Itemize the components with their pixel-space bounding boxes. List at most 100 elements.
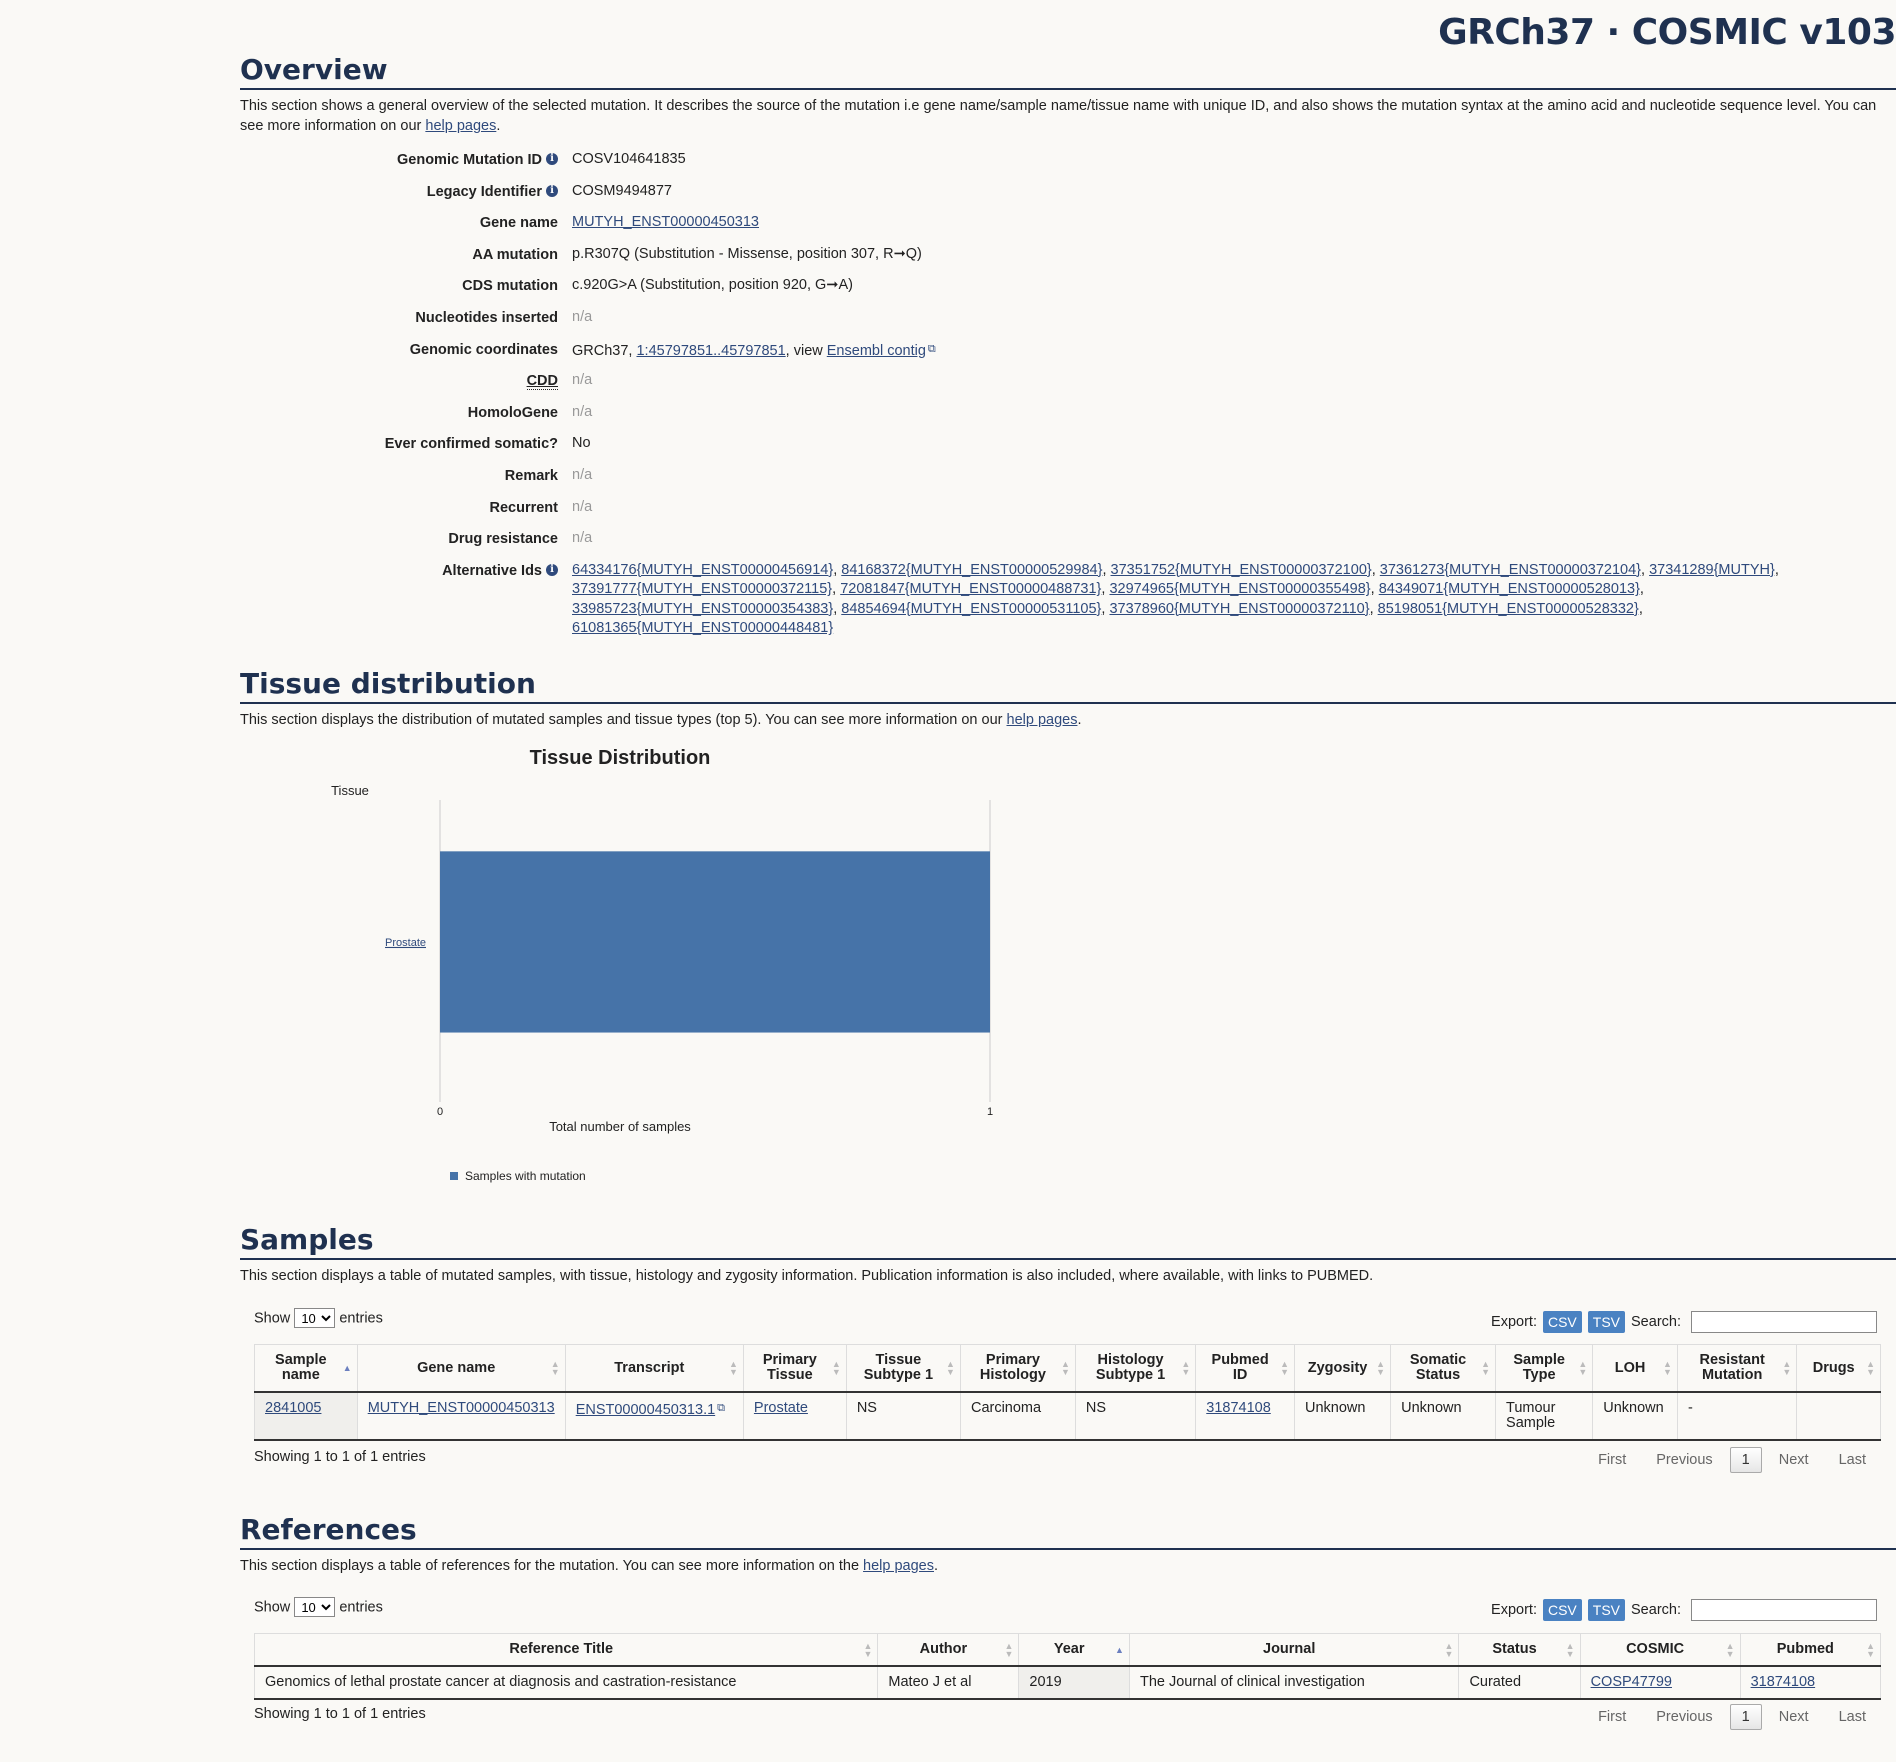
- csv-button[interactable]: CSV: [1542, 1311, 1582, 1333]
- next-page-button[interactable]: Next: [1778, 1709, 1809, 1725]
- alternative-id-link[interactable]: 64334176{MUTYH_ENST00000456914}: [572, 561, 834, 578]
- previous-page-button[interactable]: Previous: [1656, 1452, 1713, 1468]
- info-icon[interactable]: i: [546, 153, 558, 165]
- column-header[interactable]: Tissue Subtype 1 ▲ ▼: [846, 1344, 961, 1393]
- column-header[interactable]: Year ▲: [1018, 1633, 1130, 1667]
- column-header-label: Somatic Status: [1409, 1352, 1467, 1383]
- alternative-id-link[interactable]: 37351752{MUTYH_ENST00000372100}: [1110, 561, 1372, 578]
- alternative-id-link[interactable]: 37391777{MUTYH_ENST00000372115}: [572, 581, 833, 598]
- column-header[interactable]: Reference Title ▲ ▼: [253, 1633, 879, 1667]
- column-header-label: Journal: [1263, 1641, 1316, 1657]
- sort-icon: ▲ ▼: [1376, 1359, 1386, 1377]
- search-input[interactable]: [1691, 1311, 1877, 1333]
- page-size-select[interactable]: 10: [294, 1597, 336, 1617]
- previous-page-button[interactable]: Previous: [1656, 1709, 1713, 1725]
- table-cell: 31874108: [1195, 1392, 1295, 1441]
- column-header-label: Primary Histology: [979, 1352, 1046, 1383]
- cell-link[interactable]: COSP47799: [1590, 1674, 1672, 1690]
- column-header[interactable]: Status ▲ ▼: [1458, 1633, 1581, 1667]
- table-cell: Carcinoma: [960, 1392, 1076, 1441]
- column-header-label: Resistant Mutation: [1699, 1352, 1765, 1383]
- cell-link[interactable]: 31874108: [1750, 1674, 1816, 1690]
- column-header[interactable]: Resistant Mutation ▲ ▼: [1677, 1344, 1798, 1393]
- ensembl-contig-link[interactable]: Ensembl contig: [826, 342, 926, 359]
- info-icon[interactable]: i: [546, 184, 558, 197]
- page-size-select[interactable]: 10: [294, 1308, 336, 1328]
- column-header[interactable]: Author ▲ ▼: [877, 1633, 1020, 1667]
- cell-text: NS: [1085, 1400, 1107, 1416]
- alternative-id-link[interactable]: 32974965{MUTYH_ENST00000355498}: [1109, 581, 1371, 598]
- column-header[interactable]: Sample Type ▲ ▼: [1495, 1344, 1594, 1393]
- alternative-id-link[interactable]: 61081365{MUTYH_ENST00000448481}: [572, 620, 834, 637]
- alternative-id-link[interactable]: 37361273{MUTYH_ENST00000372104}: [1379, 561, 1641, 578]
- tissue-help-link[interactable]: help pages: [1006, 712, 1078, 728]
- value-drug-resistance: n/a: [572, 530, 593, 547]
- bar: [440, 851, 990, 1033]
- cell-link[interactable]: 31874108: [1206, 1400, 1271, 1416]
- label-drug-resistance: Drug resistance: [448, 531, 558, 548]
- label-remark: Remark: [504, 467, 558, 484]
- next-page-button[interactable]: Next: [1778, 1452, 1809, 1468]
- alternative-id-link[interactable]: 37341289{MUTYH}: [1649, 561, 1775, 578]
- category-label[interactable]: Prostate: [385, 937, 426, 949]
- external-link-icon: ⧉: [927, 342, 936, 355]
- search-input[interactable]: [1691, 1599, 1877, 1621]
- sort-ascending-icon: ▲: [1115, 1644, 1124, 1655]
- samples-page-size: Show 10 entries: [254, 1308, 383, 1329]
- info-icon[interactable]: i: [546, 563, 558, 576]
- cell-link[interactable]: ENST00000450313.1: [575, 1402, 716, 1418]
- alternative-id-link[interactable]: 84854694{MUTYH_ENST00000531105}: [841, 600, 1102, 617]
- tsv-button[interactable]: TSV: [1587, 1599, 1626, 1621]
- column-header[interactable]: Pubmed ID ▲ ▼: [1195, 1344, 1295, 1393]
- current-page-button[interactable]: 1: [1729, 1704, 1762, 1730]
- last-page-button[interactable]: Last: [1838, 1709, 1866, 1725]
- alternative-id-link[interactable]: 84168372{MUTYH_ENST00000529984}: [841, 561, 1103, 578]
- column-header[interactable]: Journal ▲ ▼: [1129, 1633, 1460, 1667]
- alternative-id-link[interactable]: 84349071{MUTYH_ENST00000528013}: [1378, 581, 1640, 598]
- gene-name-link[interactable]: MUTYH_ENST00000450313: [572, 214, 759, 231]
- tsv-button[interactable]: TSV: [1587, 1311, 1626, 1333]
- column-header[interactable]: Histology Subtype 1 ▲ ▼: [1075, 1344, 1197, 1393]
- table-row: Genomics of lethal prostate cancer at di…: [253, 1666, 1882, 1700]
- column-header[interactable]: Transcript ▲ ▼: [565, 1344, 744, 1393]
- alternative-id-link[interactable]: 85198051{MUTYH_ENST00000528332}: [1377, 600, 1639, 617]
- alternative-id-link[interactable]: 37378960{MUTYH_ENST00000372110}: [1109, 600, 1370, 617]
- cell-link[interactable]: 2841005: [265, 1400, 322, 1416]
- column-header[interactable]: Somatic Status ▲ ▼: [1390, 1344, 1497, 1393]
- alternative-id-link[interactable]: 72081847{MUTYH_ENST00000488731}: [840, 581, 1102, 598]
- column-header[interactable]: Zygosity ▲ ▼: [1294, 1344, 1392, 1393]
- current-page-button[interactable]: 1: [1729, 1447, 1762, 1473]
- column-header[interactable]: Primary Tissue ▲ ▼: [743, 1344, 847, 1393]
- references-showing: Showing 1 to 1 of 1 entries: [254, 1706, 426, 1722]
- cell-link[interactable]: MUTYH_ENST00000450313: [367, 1400, 555, 1416]
- column-header[interactable]: LOH ▲ ▼: [1592, 1344, 1678, 1393]
- external-link-icon: ⧉: [717, 1402, 726, 1414]
- overview-help-link[interactable]: help pages: [425, 118, 497, 134]
- cell-text: Tumour Sample: [1506, 1400, 1556, 1431]
- csv-button[interactable]: CSV: [1542, 1599, 1582, 1621]
- overview-section: Overview This section shows a general ov…: [240, 52, 1896, 136]
- value-legacy-identifier: COSM9494877: [572, 182, 672, 199]
- table-cell: Mateo J et al: [877, 1666, 1020, 1700]
- references-help-link[interactable]: help pages: [863, 1558, 934, 1574]
- alternative-id-link[interactable]: 33985723{MUTYH_ENST00000354383}: [572, 600, 834, 617]
- column-header[interactable]: COSMIC ▲ ▼: [1580, 1633, 1741, 1667]
- last-page-button[interactable]: Last: [1838, 1452, 1866, 1468]
- column-header[interactable]: Drugs ▲ ▼: [1796, 1344, 1881, 1393]
- column-header[interactable]: Sample name ▲: [254, 1344, 358, 1393]
- column-header[interactable]: Primary Histology ▲ ▼: [960, 1344, 1076, 1393]
- table-cell: Curated: [1458, 1666, 1581, 1700]
- first-page-button[interactable]: First: [1598, 1709, 1627, 1725]
- cell-text: Unknown: [1305, 1400, 1366, 1416]
- value-cds-mutation: c.920G>A (Substitution, position 920, G➞…: [572, 277, 853, 294]
- table-cell: Genomics of lethal prostate cancer at di…: [253, 1666, 879, 1700]
- show-label: Show: [254, 1310, 291, 1327]
- column-header[interactable]: Gene name ▲ ▼: [357, 1344, 566, 1393]
- entries-label: entries: [339, 1310, 383, 1327]
- genomic-coordinates-link[interactable]: 1:45797851..45797851: [636, 342, 786, 359]
- column-header[interactable]: Pubmed ▲ ▼: [1740, 1633, 1882, 1667]
- cell-link[interactable]: Prostate: [753, 1400, 808, 1416]
- sort-icon: ▲ ▼: [1444, 1640, 1454, 1659]
- first-page-button[interactable]: First: [1598, 1452, 1627, 1468]
- sort-icon: ▲ ▼: [1181, 1359, 1191, 1377]
